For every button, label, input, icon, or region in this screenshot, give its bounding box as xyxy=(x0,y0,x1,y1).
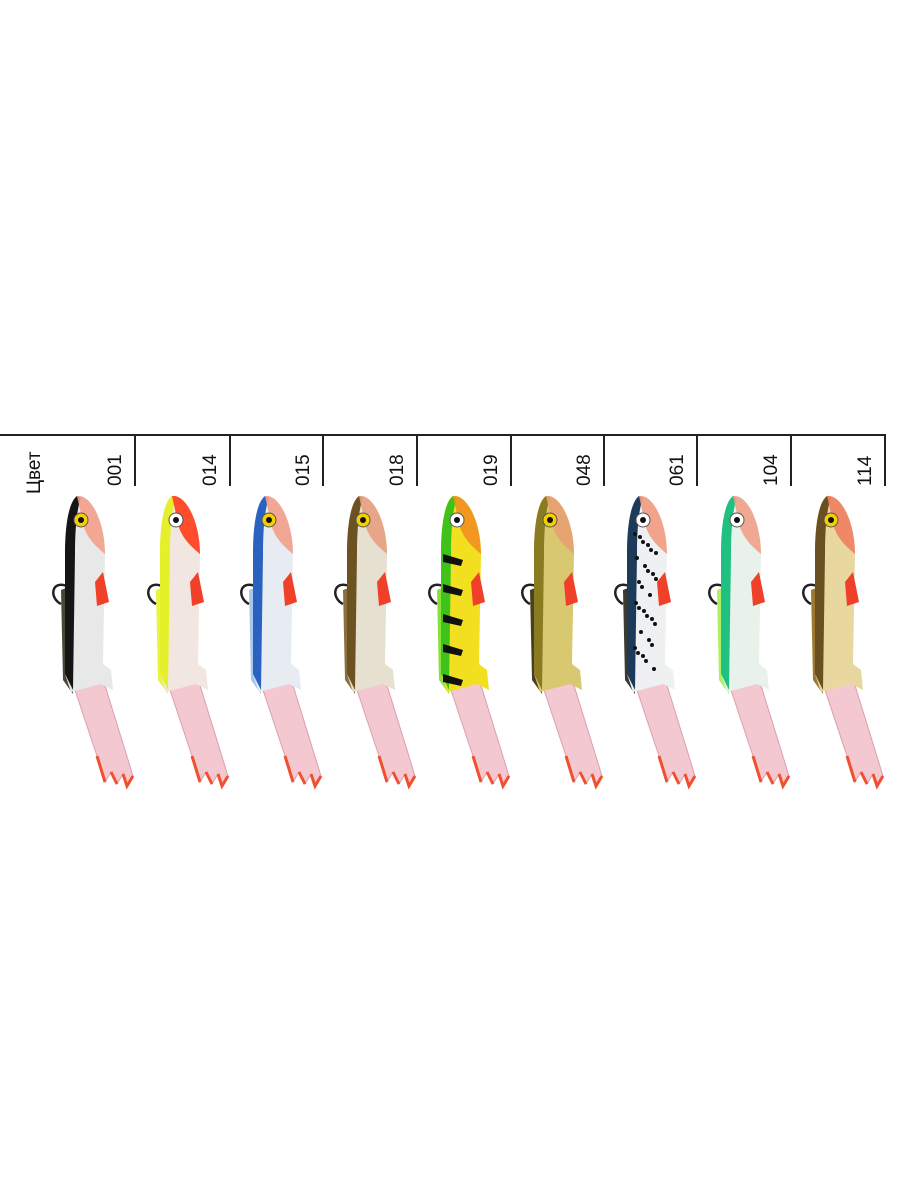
column-divider xyxy=(416,434,418,486)
lure-back xyxy=(160,496,176,690)
color-code-label: 019 xyxy=(481,454,502,486)
column-divider xyxy=(603,434,605,486)
lure-fin xyxy=(845,572,859,606)
color-code-label: 015 xyxy=(293,454,314,486)
lure-fin xyxy=(751,572,765,606)
lure-back xyxy=(534,496,550,690)
lure-fin xyxy=(190,572,204,606)
hook-icon xyxy=(428,583,444,606)
hook-icon xyxy=(614,583,630,606)
lure-fin xyxy=(564,572,578,606)
color-header-label: Цвет xyxy=(24,451,45,494)
lure-image xyxy=(614,495,697,790)
lure-image xyxy=(334,495,417,790)
lure-fin xyxy=(95,572,109,606)
lure-image xyxy=(708,495,791,790)
lure-019 xyxy=(423,494,513,799)
column-divider xyxy=(229,434,231,486)
lure-018 xyxy=(329,494,419,799)
hook-icon xyxy=(52,583,68,606)
lure-114 xyxy=(797,494,887,799)
column-divider xyxy=(696,434,698,486)
column-divider xyxy=(884,434,886,486)
lure-fin xyxy=(283,572,297,606)
color-code-label: 104 xyxy=(761,454,782,486)
lure-back xyxy=(347,496,363,690)
table-top-line xyxy=(0,434,886,436)
hook-icon xyxy=(147,583,163,606)
lure-061 xyxy=(609,494,699,799)
lure-back xyxy=(253,496,269,690)
lure-image xyxy=(428,495,511,790)
lure-image xyxy=(521,495,604,790)
column-divider xyxy=(322,434,324,486)
lure-image xyxy=(147,495,230,790)
lure-head xyxy=(733,495,761,554)
hook-icon xyxy=(802,583,818,606)
lure-014 xyxy=(142,494,232,799)
lure-back xyxy=(627,496,643,690)
lure-104 xyxy=(703,494,793,799)
lure-fin xyxy=(471,572,485,606)
color-code-label: 061 xyxy=(667,454,688,486)
lure-001 xyxy=(47,494,137,799)
lure-head xyxy=(77,495,105,554)
hook-icon xyxy=(240,583,256,606)
lure-head xyxy=(827,495,855,554)
lure-back xyxy=(65,496,81,690)
lure-fin xyxy=(657,572,671,606)
lure-head xyxy=(359,495,387,554)
lure-head xyxy=(639,495,667,554)
color-code-label: 018 xyxy=(387,454,408,486)
column-divider xyxy=(790,434,792,486)
column-divider xyxy=(134,434,136,486)
lure-image xyxy=(802,495,885,790)
color-code-label: 114 xyxy=(855,455,876,486)
lure-head xyxy=(265,495,293,554)
color-code-label: 001 xyxy=(105,454,126,486)
lure-015 xyxy=(235,494,325,799)
hook-icon xyxy=(334,583,350,606)
column-divider xyxy=(510,434,512,486)
lure-back xyxy=(815,496,831,690)
hook-icon xyxy=(521,583,537,606)
color-code-label: 048 xyxy=(574,454,595,486)
lure-image xyxy=(52,495,135,790)
lure-head xyxy=(546,495,574,554)
lure-head xyxy=(172,495,200,554)
lure-fin xyxy=(377,572,391,606)
lure-head xyxy=(453,495,481,554)
color-code-label: 014 xyxy=(200,454,221,486)
lure-back xyxy=(721,496,737,690)
hook-icon xyxy=(708,583,724,606)
lure-048 xyxy=(516,494,606,799)
lure-image xyxy=(240,495,323,790)
